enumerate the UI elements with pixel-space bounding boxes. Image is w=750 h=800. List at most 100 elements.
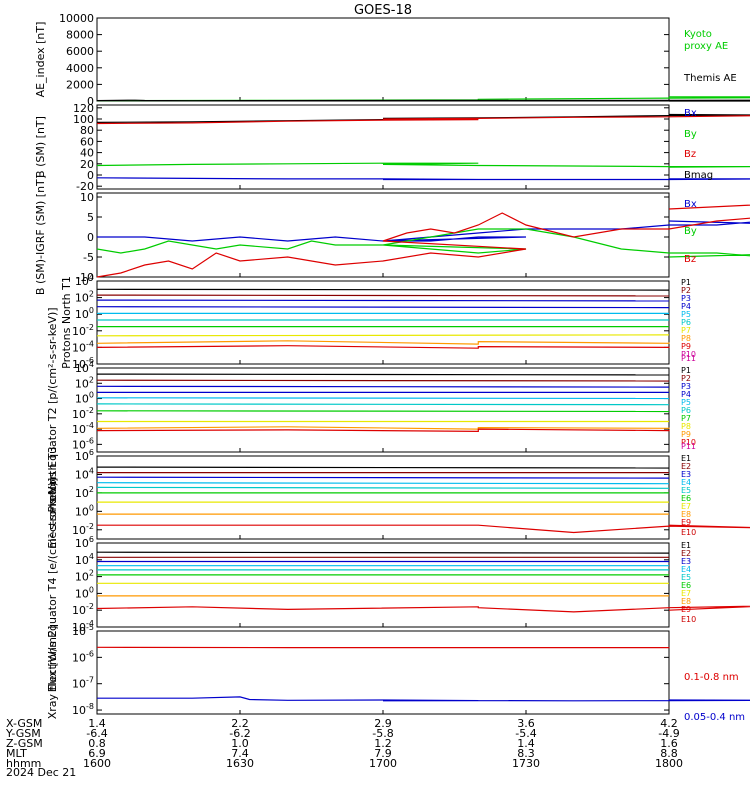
legend-entry: E4 [681,565,691,574]
panel-frame [96,542,670,628]
legend-entry: E4 [681,478,691,487]
series-line [96,99,750,102]
legend-entry: E8 [681,510,691,519]
legend-entry: E9 [681,605,691,614]
y-tick-label: 10-4 [72,421,94,436]
x-axis-value: -4.9 [658,727,679,740]
y-axis-label: Xray flux [W/m2] [46,626,59,720]
y-tick-label: 10-8 [72,702,94,717]
legend-entry: P1 [681,366,691,375]
legend-entry: Kyoto [684,29,712,40]
x-axis-value: 1800 [655,757,683,770]
series-line [96,466,670,469]
y-axis-label: Protons North T1 [60,276,73,369]
x-axis-value: 8.3 [517,747,535,760]
x-axis-value: 1.4 [517,737,535,750]
legend-entry: proxy AE [684,41,728,52]
legend-entry: E10 [681,615,696,624]
series-line [96,177,750,181]
y-tick-label: 100 [75,306,94,321]
series-line [96,162,750,168]
x-axis-value: -6.4 [86,727,107,740]
legend-entry: Bz [684,254,696,265]
legend-entry: P6 [681,318,691,327]
x-axis-value: 1630 [226,757,254,770]
x-axis-value: 1600 [83,757,111,770]
legend-entry: Themis AE [683,73,737,84]
legend-entry: E7 [681,502,691,511]
legend-entry: By [684,129,697,140]
legend-entry: P9 [681,430,691,439]
legend-entry: E1 [681,541,691,550]
y-axis-label: Electrons North T3 [46,446,59,548]
x-axis-value: 0.8 [88,737,106,750]
legend-entry: E8 [681,597,691,606]
legend-entry: P4 [681,390,691,399]
series-line [96,385,670,388]
legend-entry: P5 [681,310,691,319]
y-tick-label: 104 [75,466,94,481]
legend-entry: E5 [681,573,691,582]
legend-entry: E10 [681,528,696,537]
series-line [96,228,750,258]
y-tick-label: -10 [76,271,94,284]
y-tick-label: 5 [87,211,94,224]
x-axis-value: 7.9 [374,747,392,760]
legend-entry: E3 [681,557,691,566]
series-line [96,482,670,485]
x-axis-value: 1730 [512,757,540,770]
y-tick-label: 104 [75,360,94,375]
y-tick-label: -20 [76,180,94,193]
series-line [97,696,750,702]
legend-entry: P10 [681,438,696,447]
panel-8: 10-5 10-6 10-7 10-8 Xray flux [W/m2] 0.1-0.8 … [46,623,750,723]
y-axis-label: AE_index [nT] [34,22,47,98]
series-line [96,373,670,376]
series-line [96,551,670,554]
legend-entry: 0.05-0.4 nm [684,712,745,723]
series-line [96,288,670,291]
y-axis-label: Electrons Equator T4 [e/(cm²-s-sr-keV)] [46,478,59,693]
legend-entry: E5 [681,486,691,495]
y-tick-label: 120 [73,102,94,115]
y-tick-label: 8000 [66,29,94,42]
series-line [96,410,670,413]
panel-3: -10 -5 0 5 10 B (SM)-IGRF (SM) [nT] Bx By Bz [34,175,750,295]
y-axis-label: B (SM) [nT] [34,116,47,178]
x-axis-row-label: X-GSM [6,717,42,730]
y-tick-label: 10-4 [72,339,94,354]
legend-entry: E6 [681,581,691,590]
y-tick-label: 6000 [66,45,94,58]
panel-frame [96,280,670,365]
series-line [96,340,670,345]
series-line [96,379,670,382]
x-axis-value: 1.6 [660,737,678,750]
legend-entry: P3 [681,382,691,391]
y-tick-label: 104 [75,273,94,288]
x-axis-value: 4.2 [660,717,678,730]
series-line [96,299,670,302]
legend-entry: 0.1-0.8 nm [684,672,739,683]
y-tick-label: 0 [87,95,94,108]
series-line [96,486,670,489]
x-axis-value: 3.6 [517,717,535,730]
series-line [96,428,670,433]
series-line [96,426,670,430]
y-tick-label: -5 [83,251,94,264]
legend-entry: E7 [681,589,691,598]
y-tick-label: 10-6 [72,649,94,664]
x-axis-table: X-GSMY-GSMZ-GSMMLThhmm1.4-6.40.86.916002… [5,717,683,770]
legend-entry: E6 [681,494,691,503]
series-line [96,476,670,479]
y-tick-label: 106 [75,535,94,550]
series-line [96,115,750,125]
y-tick-label: 60 [80,135,94,148]
legend-entry: P11 [681,442,696,451]
y-tick-label: 102 [75,485,94,500]
x-axis-value: 1700 [369,757,397,770]
y-tick-label: 10-5 [72,623,94,638]
series-line [96,306,670,309]
